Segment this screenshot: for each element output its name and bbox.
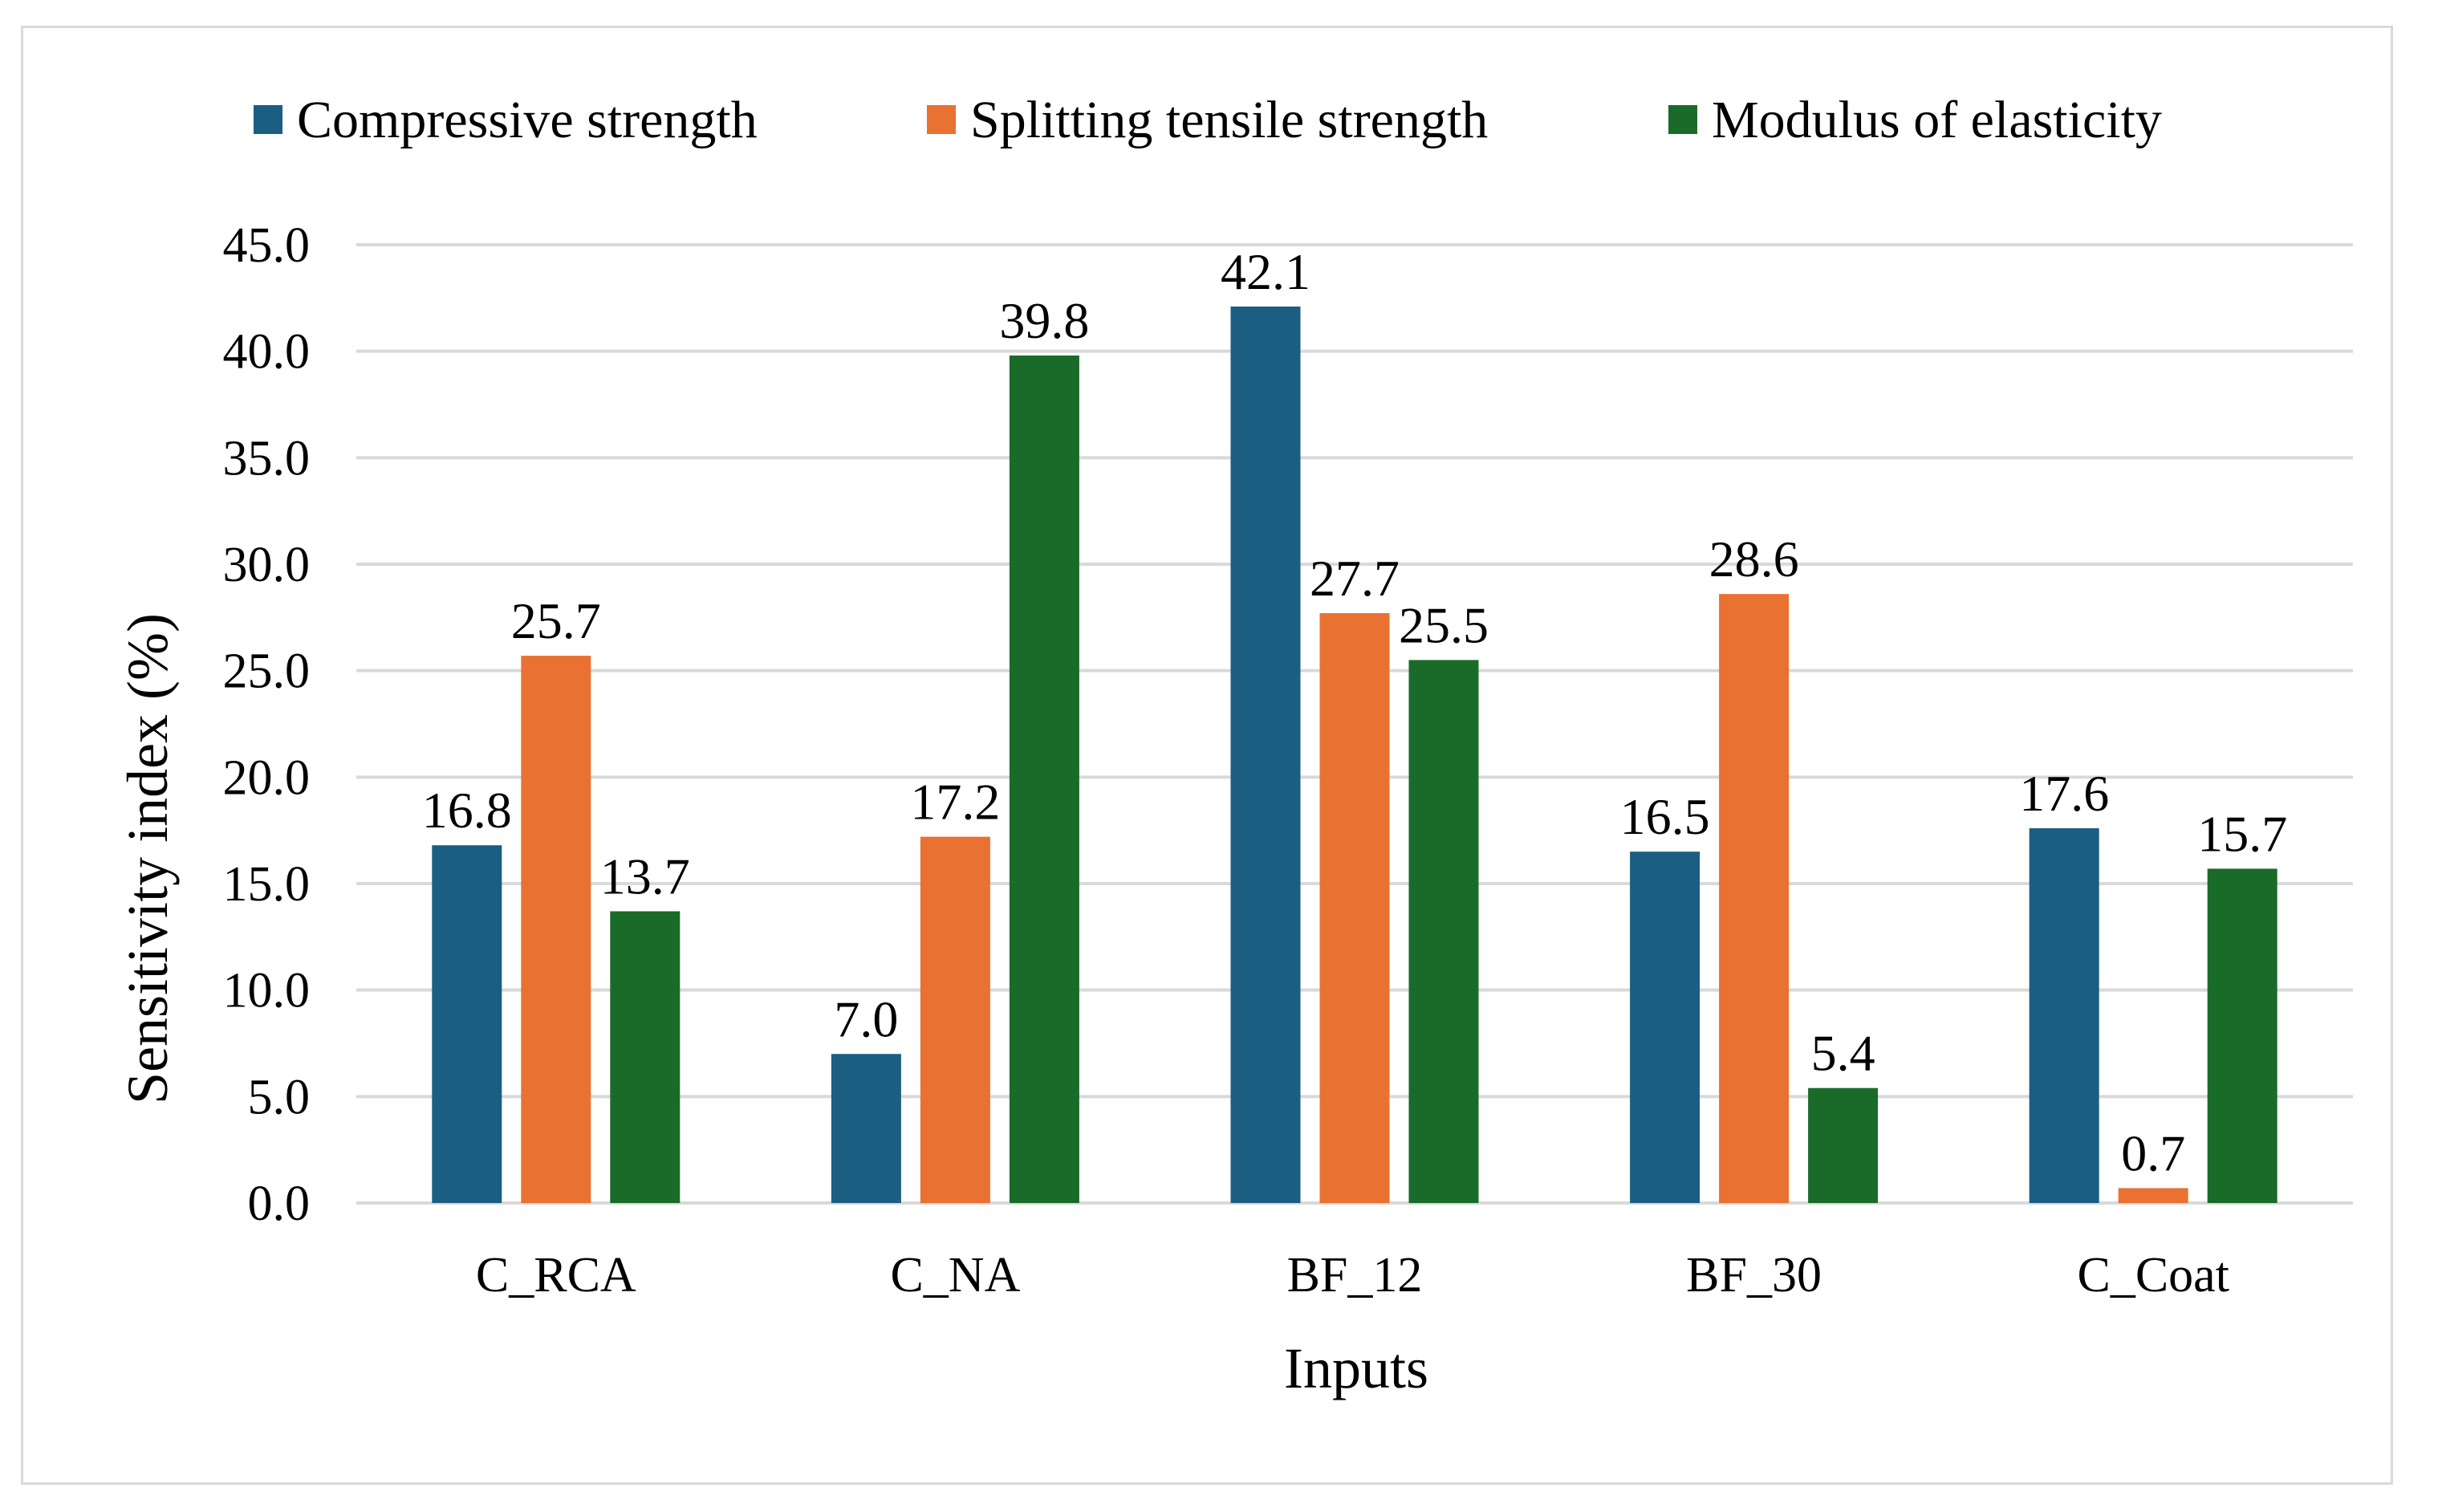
x-tick-label-c-rca: C_RCA: [476, 1248, 636, 1303]
data-label-splitting-tensile-strength-bf-30: 28.6: [1709, 530, 1799, 587]
y-tick-label: 45.0: [223, 218, 311, 273]
bar-compressive-strength-c-na: [831, 1054, 901, 1203]
data-label-splitting-tensile-strength-c-na: 17.2: [910, 774, 1000, 831]
legend-item-compressive-strength: Compressive strength: [254, 91, 758, 149]
x-tick-label-c-coat: C_Coat: [2077, 1248, 2229, 1303]
bar-compressive-strength-bf-30: [1630, 852, 1700, 1203]
data-label-modulus-of-elasticity-c-coat: 15.7: [2197, 805, 2287, 862]
y-tick-label: 40.0: [223, 325, 311, 380]
legend-item-splitting-tensile-strength: Splitting tensile strength: [927, 91, 1488, 149]
y-tick-label: 35.0: [223, 431, 311, 486]
x-axis-title: Inputs: [1284, 1336, 1428, 1400]
data-label-modulus-of-elasticity-bf-12: 25.5: [1399, 596, 1489, 653]
data-label-compressive-strength-bf-30: 16.5: [1620, 788, 1710, 845]
bar-compressive-strength-bf-12: [1230, 306, 1301, 1203]
legend-label: Splitting tensile strength: [970, 91, 1488, 149]
bar-splitting-tensile-strength-c-rca: [521, 656, 591, 1203]
bar-modulus-of-elasticity-c-na: [1009, 355, 1079, 1203]
bars: [432, 306, 2277, 1203]
data-label-splitting-tensile-strength-c-coat: 0.7: [2121, 1124, 2185, 1181]
legend-item-modulus-of-elasticity: Modulus of elasticity: [1668, 91, 2162, 149]
y-tick-label: 20.0: [223, 750, 311, 805]
legend-swatch: [927, 105, 956, 134]
data-label-compressive-strength-c-coat: 17.6: [2019, 765, 2109, 822]
legend: Compressive strength Splitting tensile st…: [254, 91, 2162, 149]
bar-modulus-of-elasticity-bf-12: [1408, 660, 1479, 1203]
data-labels: 16.8 25.7 13.7 7.0 17.2 39.8 42.1 27.725.5 16.5 2…: [422, 243, 2287, 1181]
y-tick-label: 5.0: [248, 1070, 311, 1124]
x-tick-label-c-na: C_NA: [890, 1248, 1020, 1303]
gridlines: [356, 243, 2353, 1205]
y-tick-label: 30.0: [223, 538, 311, 592]
data-label-modulus-of-elasticity-bf-30: 5.4: [1811, 1025, 1875, 1082]
x-tick-label-bf-30: BF_30: [1686, 1248, 1822, 1303]
bar-modulus-of-elasticity-c-coat: [2207, 868, 2277, 1203]
bar-compressive-strength-c-rca: [432, 845, 502, 1203]
legend-swatch: [254, 105, 282, 134]
data-label-modulus-of-elasticity-c-na: 39.8: [999, 292, 1089, 349]
data-label-compressive-strength-bf-12: 42.1: [1221, 243, 1310, 300]
data-label-modulus-of-elasticity-c-rca: 13.7: [600, 847, 690, 904]
x-axis-ticks: C_RCA C_NA BF_12 BF_30 C_Coat: [476, 1248, 2229, 1303]
y-tick-label: 15.0: [223, 857, 311, 912]
bar-modulus-of-elasticity-bf-30: [1808, 1087, 1879, 1203]
y-axis-ticks: 0.0 5.0 10.0 15.0 20.0 25.0 30.0 35.0 40.0 45.0: [223, 218, 311, 1231]
data-label-compressive-strength-c-rca: 16.8: [422, 782, 512, 839]
bar-splitting-tensile-strength-bf-12: [1319, 613, 1390, 1203]
y-tick-label: 25.0: [223, 644, 311, 699]
bar-compressive-strength-c-coat: [2029, 828, 2099, 1203]
y-axis-title: Sensitivity index (%): [116, 613, 180, 1104]
legend-label: Compressive strength: [297, 91, 758, 149]
bar-splitting-tensile-strength-c-coat: [2118, 1188, 2188, 1203]
data-label-splitting-tensile-strength-c-rca: 25.7: [511, 592, 601, 649]
data-label-splitting-tensile-strength-bf-12: 27.7: [1310, 550, 1400, 607]
x-tick-label-bf-12: BF_12: [1287, 1248, 1423, 1303]
bar-modulus-of-elasticity-c-rca: [610, 911, 681, 1203]
legend-swatch: [1668, 105, 1697, 134]
chart-frame: [21, 26, 2393, 1485]
y-tick-label: 10.0: [223, 964, 311, 1018]
legend-label: Modulus of elasticity: [1712, 91, 2162, 149]
bar-splitting-tensile-strength-bf-30: [1719, 594, 1790, 1203]
data-label-compressive-strength-c-na: 7.0: [834, 990, 898, 1047]
bar-splitting-tensile-strength-c-na: [920, 836, 990, 1203]
y-tick-label: 0.0: [248, 1177, 311, 1231]
